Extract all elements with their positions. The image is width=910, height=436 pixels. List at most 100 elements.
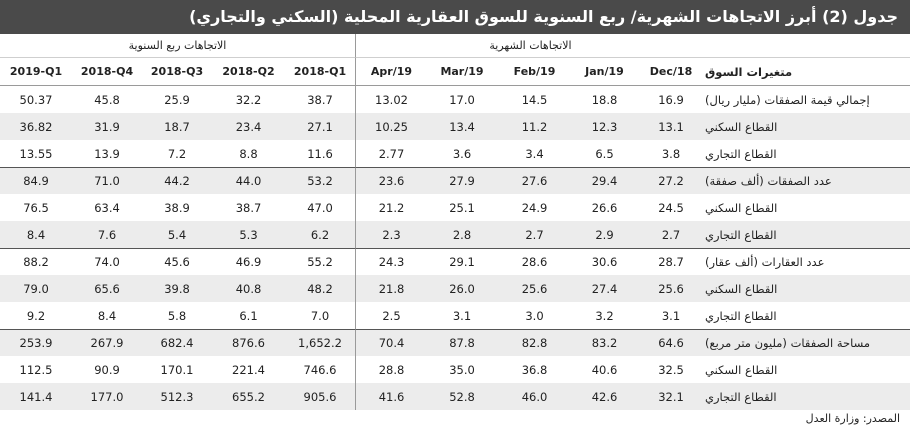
table-cell-monthly: 10.25 <box>355 113 427 140</box>
table-cell-monthly: 64.6 <box>637 329 705 356</box>
table-cell-quarterly: 682.4 <box>142 329 212 356</box>
col-header-2018-q3: 2018-Q3 <box>142 58 212 86</box>
table-cell-quarterly: 5.8 <box>167 308 187 323</box>
table-cell-quarterly: 65.6 <box>72 275 142 302</box>
table-cell-quarterly: 170.1 <box>160 362 194 377</box>
table-cell-monthly: 13.02 <box>355 86 427 113</box>
table-cell-quarterly: 79.0 <box>0 275 72 302</box>
table-cell-monthly: 87.8 <box>427 329 497 356</box>
table-cell-quarterly: 5.4 <box>142 221 212 248</box>
table-cell-quarterly: 53.2 <box>285 167 355 194</box>
table-cell-monthly: 24.5 <box>658 200 684 215</box>
table-cell-monthly: 30.6 <box>572 248 637 275</box>
col-header-2018-q1: 2018-Q1 <box>285 58 355 86</box>
table-cell-monthly: 3.4 <box>525 146 544 161</box>
table-cell-monthly: 2.8 <box>427 221 497 248</box>
table-cell-quarterly: 7.2 <box>167 146 187 161</box>
table-cell-quarterly: 23.4 <box>212 113 285 140</box>
table-cell-monthly: 70.4 <box>355 329 427 356</box>
table-cell-quarterly: 141.4 <box>0 383 72 410</box>
table-cell-monthly: 32.5 <box>658 362 684 377</box>
table-cell-monthly: 17.0 <box>449 92 475 107</box>
row-label: القطاع التجاري <box>705 146 777 161</box>
table-cell-monthly: 25.6 <box>637 275 705 302</box>
table-cell-quarterly: 7.6 <box>72 221 142 248</box>
table-cell-monthly: 29.4 <box>572 167 637 194</box>
table-cell-monthly: 3.1 <box>661 308 681 323</box>
row-label: القطاع السكني <box>705 362 778 377</box>
col-header-feb-19: Feb/19 <box>497 58 572 86</box>
table-cell-monthly: 23.6 <box>355 167 427 194</box>
table-cell-quarterly: 31.9 <box>72 113 142 140</box>
row-label: عدد العقارات (ألف عقار) <box>705 248 910 275</box>
table-cell-monthly: 26.6 <box>591 200 618 215</box>
table-cell-monthly: 2.3 <box>355 221 427 248</box>
table-cell-monthly: 41.6 <box>355 383 427 410</box>
table-cell-monthly: 2.9 <box>572 221 637 248</box>
table-cell-quarterly: 112.5 <box>19 362 53 377</box>
table-cell-quarterly: 905.6 <box>285 383 355 410</box>
table-cell-monthly: 6.5 <box>595 146 614 161</box>
table-cell-quarterly: 8.4 <box>97 308 117 323</box>
col-header-market-variables: متغيرات السوق <box>705 58 910 86</box>
table-cell-monthly: 21.8 <box>355 275 427 302</box>
table-cell-monthly: 82.8 <box>497 329 572 356</box>
table-cell-monthly: 24.9 <box>521 200 548 215</box>
table-title: جدول (2) أبرز الاتجاهات الشهرية/ ربع الس… <box>0 0 910 34</box>
table-cell-quarterly: 76.5 <box>23 200 49 215</box>
table-cell-monthly: 26.0 <box>427 275 497 302</box>
table-cell-quarterly: 46.9 <box>212 248 285 275</box>
table-cell-quarterly: 11.6 <box>307 146 333 161</box>
col-header-jan-19: Jan/19 <box>572 58 637 86</box>
table-cell-monthly: 27.2 <box>637 167 705 194</box>
table-cell-monthly: 36.8 <box>521 362 548 377</box>
table-cell-quarterly: 221.4 <box>232 362 265 377</box>
table-cell-quarterly: 5.3 <box>212 221 285 248</box>
table-cell-quarterly: 44.0 <box>212 167 285 194</box>
table-cell-monthly: 27.9 <box>427 167 497 194</box>
table-cell-monthly: 27.4 <box>572 275 637 302</box>
table-cell-monthly: 3.8 <box>661 146 681 161</box>
table-cell-monthly: 13.1 <box>637 113 705 140</box>
table-cell-monthly: 16.9 <box>658 92 684 107</box>
table-cell-quarterly: 746.6 <box>303 362 337 377</box>
table-cell-monthly: 3.6 <box>452 146 472 161</box>
col-header-2019-q1: 2019-Q1 <box>0 58 72 86</box>
table-cell-quarterly: 38.7 <box>235 200 262 215</box>
table-cell-quarterly: 9.2 <box>26 308 46 323</box>
quarterly-group-header: الاتجاهات ربع السنوية <box>0 34 355 58</box>
table-cell-monthly: 2.7 <box>637 221 705 248</box>
table-cell-quarterly: 876.6 <box>212 329 285 356</box>
table-cell-quarterly: 40.8 <box>212 275 285 302</box>
table-cell-monthly: 3.0 <box>525 308 544 323</box>
market-trends-table: الاتجاهات ربع السنوية الاتجاهات الشهرية … <box>0 34 910 410</box>
table-cell-monthly: 3.1 <box>452 308 472 323</box>
row-label: إجمالي قيمة الصفقات (مليار ريال) <box>705 92 870 107</box>
table-cell-monthly: 2.77 <box>355 140 427 167</box>
table-cell-quarterly: 32.2 <box>235 92 262 107</box>
table-cell-quarterly: 71.0 <box>72 167 142 194</box>
table-cell-monthly: 40.6 <box>591 362 618 377</box>
row-label: القطاع السكني <box>705 275 910 302</box>
table-cell-quarterly: 39.8 <box>142 275 212 302</box>
table-cell-quarterly: 55.2 <box>285 248 355 275</box>
table-cell-quarterly: 45.8 <box>94 92 120 107</box>
table-cell-quarterly: 13.55 <box>19 146 53 161</box>
table-cell-quarterly: 88.2 <box>0 248 72 275</box>
col-header-apr-19: Apr/19 <box>355 58 427 86</box>
table-cell-quarterly: 38.9 <box>164 200 190 215</box>
table-cell-quarterly: 7.0 <box>310 308 330 323</box>
table-cell-quarterly: 267.9 <box>72 329 142 356</box>
table-cell-quarterly: 74.0 <box>72 248 142 275</box>
table-cell-monthly: 83.2 <box>572 329 637 356</box>
table-cell-monthly: 42.6 <box>572 383 637 410</box>
table-cell-monthly: 25.6 <box>497 275 572 302</box>
row-label: القطاع السكني <box>705 200 778 215</box>
table-cell-quarterly: 253.9 <box>0 329 72 356</box>
table-cell-monthly: 18.8 <box>591 92 618 107</box>
table-cell-quarterly: 177.0 <box>72 383 142 410</box>
table-cell-quarterly: 25.9 <box>164 92 190 107</box>
table-cell-monthly: 24.3 <box>355 248 427 275</box>
table-cell-monthly: 2.5 <box>355 302 427 329</box>
table-cell-monthly: 14.5 <box>521 92 548 107</box>
